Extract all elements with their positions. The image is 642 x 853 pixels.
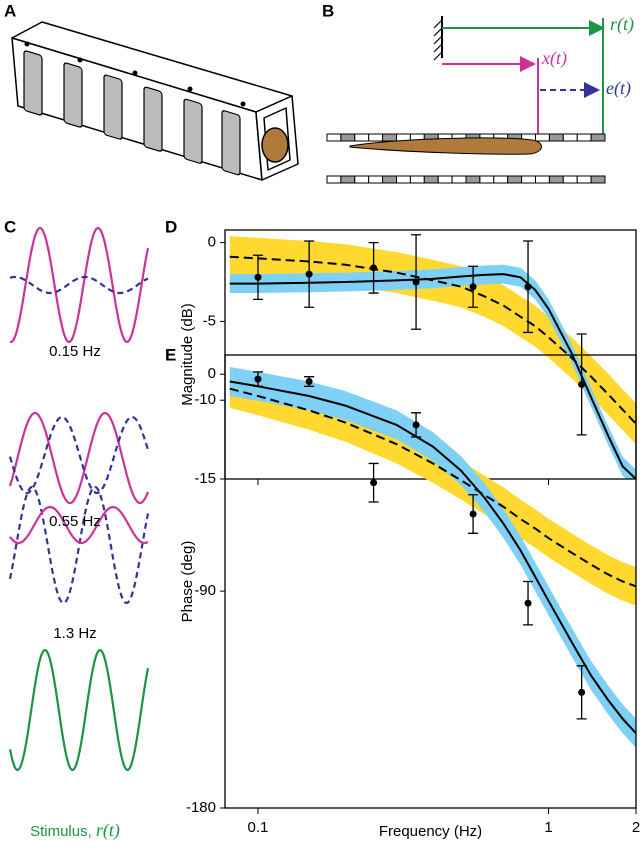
tunnel-segment [382,175,398,184]
model-line [229,380,636,734]
frequency-label: 0.55 Hz [49,513,101,530]
frequency-label: 0.15 Hz [49,343,101,360]
y-tick-label: 0 [208,365,216,382]
data-point [578,688,586,696]
tunnel-segment [507,175,523,184]
tunnel-segment [493,175,509,184]
position-label: x(t) [541,48,567,69]
refuge-drawing [11,21,299,181]
data-point [524,599,532,607]
tunnel-segment [590,175,606,184]
data-point [370,264,378,272]
data-point [412,278,420,286]
waveform [8,415,150,495]
tunnel-segment [576,175,592,184]
waveform [9,275,149,295]
tunnel-segment [548,133,564,142]
model-line [229,387,636,588]
tunnel-segment [354,175,370,184]
y-tick-label: -10 [194,391,216,408]
tunnel-segment [368,133,384,142]
data-point [305,378,313,386]
tunnel-segment [396,175,411,184]
waveforms [8,226,150,771]
data-point [524,283,532,291]
confidence-band [229,367,636,748]
model-line [229,273,636,479]
tunnel-segment [340,133,356,142]
x-tick-label: 0.1 [248,819,269,836]
tunnel-segment [535,133,550,142]
plot-area [229,367,636,748]
schematic [326,16,606,184]
stimulus-symbol: r(t) [96,820,120,841]
tunnel-segment [326,175,342,184]
stimulus-text: Stimulus, [30,823,96,840]
panel-label: C [4,217,16,236]
tunnel-segment [451,175,467,184]
tunnel-segment [548,175,564,184]
x-axis-label: Frequency (Hz) [379,823,482,840]
confidence-band [229,369,636,606]
panel-label: D [165,217,177,236]
waveform [8,648,150,771]
data-point [254,273,262,281]
data-point [254,375,262,383]
data-point [469,510,477,518]
data-point [305,270,313,278]
tunnel-segment [535,175,550,184]
model-line [229,255,636,425]
data-point [412,421,420,429]
data-point [469,283,477,291]
y-tick-label: -180 [186,799,216,816]
waveform [8,485,150,604]
tunnel-segment [479,175,495,184]
tunnel-segment [409,175,425,184]
x-tick-label: 2 [632,819,640,836]
waveform [9,505,149,545]
y-tick-label: -15 [194,470,216,487]
y-axis-label: Magnitude (dB) [179,303,196,406]
y-tick-label: 0 [208,234,216,251]
reference-label: r(t) [610,14,634,35]
panel-label: A [4,1,16,20]
tunnel-segment [576,133,592,142]
tunnel-segment [465,175,481,184]
tunnel-segment [562,133,578,142]
panel-label: E [165,345,176,364]
panel-label: B [322,1,334,20]
tunnel-segment [340,175,356,184]
data-point [578,380,586,388]
waveform [8,411,150,505]
tunnel-segment [590,133,606,142]
tunnel-segment [562,175,578,184]
tunnel-segment [423,175,439,184]
tunnel-segment [521,175,536,184]
y-tick-label: -90 [194,582,216,599]
y-axis-label: Phase (deg) [179,541,196,623]
waveform [9,226,150,344]
error-label: e(t) [606,78,631,99]
x-tick-label: 1 [544,819,552,836]
plot-area [229,236,636,479]
frequency-label: 1.3 Hz [53,625,96,642]
tunnel-segment [382,133,398,142]
data-point [370,479,378,487]
stimulus-label: Stimulus, r(t) [30,820,120,841]
tunnel-segment [326,133,342,142]
y-tick-label: -5 [203,312,216,329]
tunnel-segment [437,175,453,184]
confidence-band [229,264,636,479]
tunnel-segment [354,133,370,142]
axes-frame [224,354,637,809]
tunnel-segment [368,175,384,184]
